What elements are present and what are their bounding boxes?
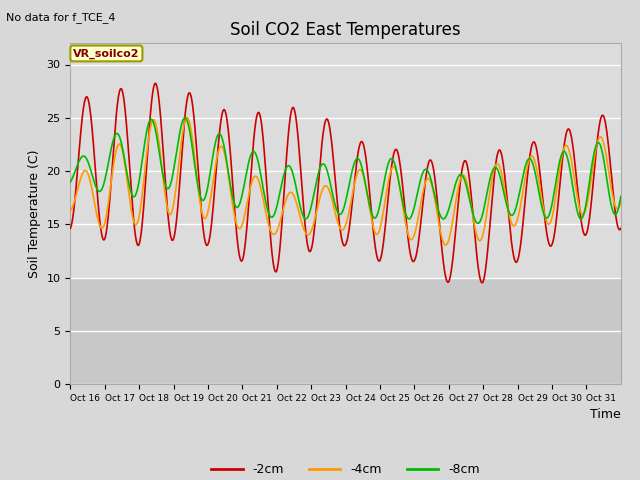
- X-axis label: Time: Time: [590, 408, 621, 421]
- Legend: -2cm, -4cm, -8cm: -2cm, -4cm, -8cm: [207, 458, 484, 480]
- Bar: [70, 277, 621, 384]
- Title: Soil CO2 East Temperatures: Soil CO2 East Temperatures: [230, 21, 461, 39]
- Y-axis label: Soil Temperature (C): Soil Temperature (C): [28, 149, 41, 278]
- Text: VR_soilco2: VR_soilco2: [73, 48, 140, 59]
- Text: No data for f_TCE_4: No data for f_TCE_4: [6, 12, 116, 23]
